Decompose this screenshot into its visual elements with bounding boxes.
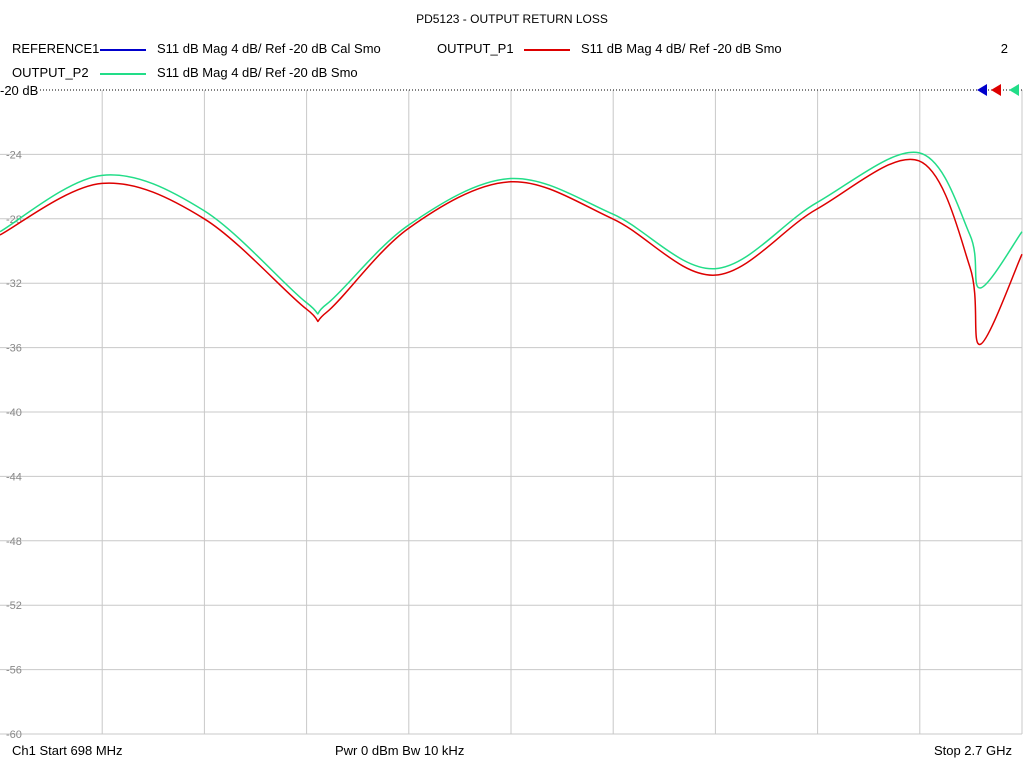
y-tick-labels: -24 -28 -32 -36 -40 -44 -48 -52 -56 -60 [6,149,22,741]
legend-row-1: REFERENCE1 S11 dB Mag 4 dB/ Ref -20 dB C… [0,41,1024,59]
y-tick-label: -36 [6,343,22,355]
legend-desc-output-p1: S11 dB Mag 4 dB/ Ref -20 dB Smo [581,41,782,56]
legend-desc-output-p2: S11 dB Mag 4 dB/ Ref -20 dB Smo [157,65,358,80]
legend-name-output-p1: OUTPUT_P1 [437,41,514,56]
reference-marker [991,84,1001,96]
chart-series [0,151,1023,346]
legend-row-2: OUTPUT_P2 S11 dB Mag 4 dB/ Ref -20 dB Sm… [0,65,1024,83]
legend-desc-reference1: S11 dB Mag 4 dB/ Ref -20 dB Cal Smo [157,41,381,56]
legend-name-reference1: REFERENCE1 [12,41,100,56]
chart-title: PD5123 - OUTPUT RETURN LOSS [416,12,608,26]
reference-markers [977,84,1019,96]
chart-grid [0,89,1023,735]
y-tick-label: -32 [6,278,22,290]
footer-start: Ch1 Start 698 MHz [12,743,123,758]
reference-level-label: -20 dB [0,83,41,98]
legend-swatch-reference1 [100,49,146,51]
legend-swatch-output-p2 [100,73,146,75]
reference-marker [977,84,987,96]
series-line-output-p1 [0,158,1023,346]
y-tick-label: -52 [6,600,22,612]
y-tick-label: -44 [6,471,22,483]
y-tick-label: -48 [6,536,22,548]
y-tick-label: -40 [6,407,22,419]
legend-name-output-p2: OUTPUT_P2 [12,65,89,80]
y-tick-label: -24 [6,149,22,161]
footer-power-bw: Pwr 0 dBm Bw 10 kHz [335,743,465,758]
legend-swatch-output-p1 [524,49,570,51]
footer-stop: Stop 2.7 GHz [933,743,1012,758]
page-number: 2 [1000,41,1008,56]
y-tick-label: -28 [6,214,22,226]
y-tick-label: -60 [6,729,22,741]
series-line-output-p2 [0,151,1023,315]
y-tick-label: -56 [6,665,22,677]
reference-marker [1009,84,1019,96]
